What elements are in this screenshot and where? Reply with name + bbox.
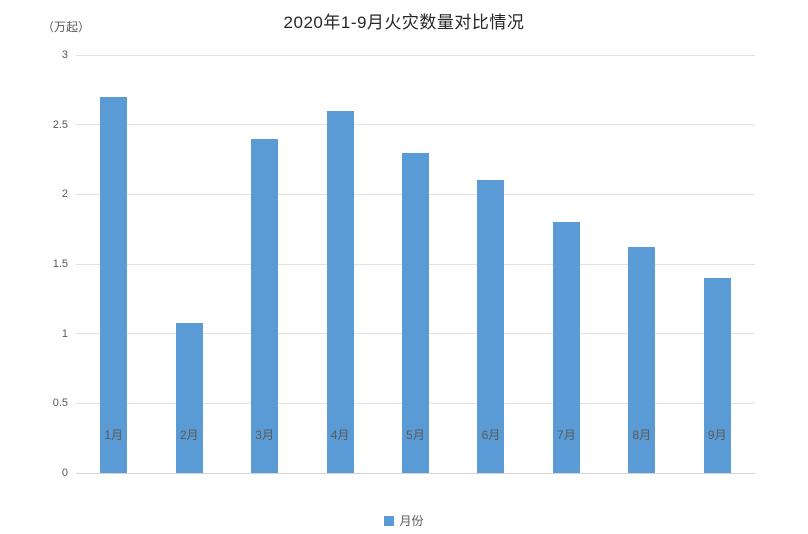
x-axis-line — [76, 472, 755, 474]
gridline — [76, 124, 755, 126]
y-tick-label: 1.5 — [52, 258, 68, 270]
x-tick-label: 4月 — [330, 428, 350, 442]
gridline — [76, 54, 755, 56]
x-tick-label: 9月 — [707, 428, 727, 442]
x-tick-label: 2月 — [179, 428, 199, 442]
bar-3月 — [251, 138, 279, 473]
bar-5月 — [402, 152, 429, 473]
y-tick-label: 2.5 — [52, 118, 68, 131]
x-tick-label: 7月 — [557, 428, 576, 442]
x-tick-label: 6月 — [481, 428, 501, 442]
x-tick-label: 1月 — [104, 428, 124, 442]
x-tick-label: 8月 — [632, 428, 652, 442]
chart-title: 2020年1-9月火灾数量对比情况 — [283, 13, 525, 32]
legend-swatch-icon — [384, 515, 395, 526]
y-tick-label: 0 — [61, 467, 68, 479]
y-axis-unit-label: （万起） — [42, 20, 91, 34]
bar-7月 — [552, 222, 580, 473]
bar-1月 — [100, 96, 128, 473]
bar-4月 — [326, 110, 354, 473]
y-tick-label: 2 — [61, 188, 68, 201]
x-tick-label: 5月 — [406, 428, 425, 442]
legend: 月份 — [0, 512, 808, 529]
y-tick-label: 0.5 — [52, 397, 68, 410]
legend-label: 月份 — [399, 514, 424, 528]
plot-area — [76, 54, 755, 474]
y-tick-label: 1 — [61, 327, 68, 340]
bar-8月 — [628, 247, 656, 473]
x-tick-label: 3月 — [255, 428, 274, 442]
y-tick-label: 3 — [61, 49, 68, 61]
bar-2月 — [175, 322, 203, 473]
bar-9月 — [703, 277, 731, 473]
bar-6月 — [477, 180, 505, 473]
